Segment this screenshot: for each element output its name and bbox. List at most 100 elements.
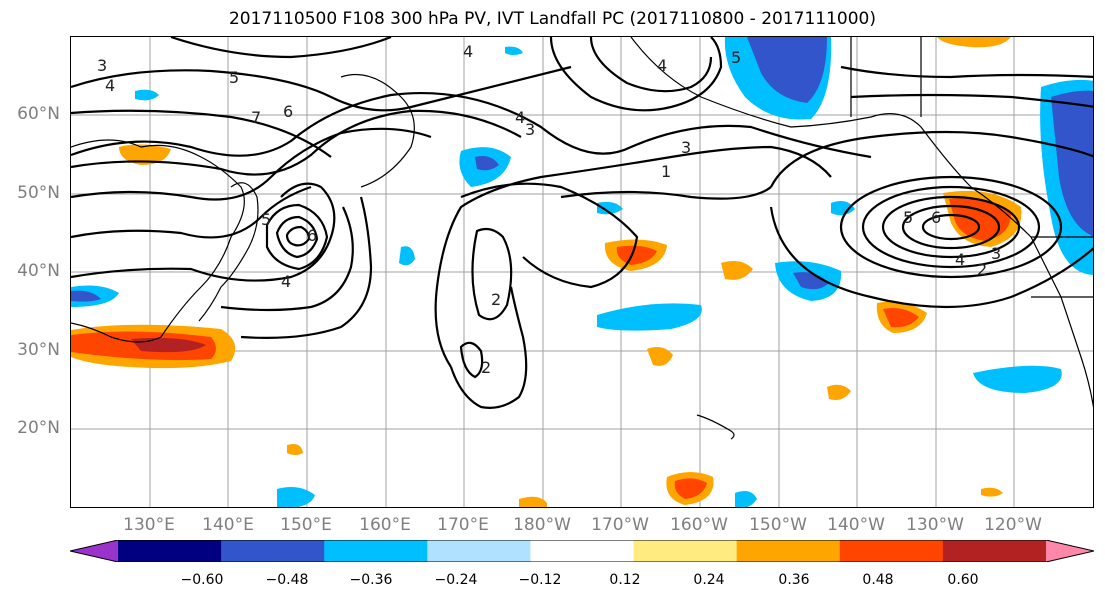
lat-label-60n: 60°N — [17, 104, 60, 124]
lat-label-50n: 50°N — [17, 183, 60, 203]
positive-anomaly — [616, 245, 657, 265]
positive-anomaly — [119, 144, 171, 165]
pv-contour — [71, 182, 336, 282]
negative-anomaly — [747, 37, 827, 103]
pv-contour — [265, 203, 329, 271]
colorbar-segments — [70, 540, 1094, 562]
pv-contour — [850, 93, 1093, 108]
lon-label-120w: 120°W — [984, 515, 1042, 535]
coastlines — [71, 37, 1093, 440]
pv-contour — [240, 196, 373, 339]
alaska-coast — [630, 37, 1093, 408]
colorbar — [70, 540, 1094, 562]
positive-anomaly — [883, 308, 919, 328]
lon-label-170e: 170°E — [437, 515, 489, 535]
colorbar-segment — [118, 540, 222, 562]
pv-contour — [471, 227, 513, 321]
pv-contour — [434, 145, 832, 368]
hawaii — [696, 414, 735, 440]
contour-label: 6 — [307, 226, 317, 245]
lon-label-140w: 140°W — [827, 515, 885, 535]
positive-anomaly — [287, 444, 303, 455]
map-title: 2017110500 F108 300 hPa PV, IVT Landfall… — [228, 9, 876, 29]
colorbar-tick: 0.12 — [609, 572, 641, 588]
contour-label: 7 — [251, 108, 261, 127]
positive-anomaly — [937, 37, 1011, 48]
pv-contour — [921, 213, 981, 241]
pv-contour — [71, 185, 312, 239]
contour-label: 3 — [681, 138, 691, 157]
pv-contour — [220, 206, 354, 312]
colorbar-segment — [633, 540, 738, 562]
contour-label: 4 — [463, 42, 473, 61]
pv-contour — [71, 127, 432, 201]
colorbar-tick: −0.12 — [518, 572, 562, 588]
colorbar-segment — [530, 540, 635, 562]
pv-contour — [589, 37, 713, 93]
negative-anomaly — [71, 290, 101, 302]
contour-label: 4 — [281, 272, 291, 291]
negative-anomaly — [135, 89, 159, 101]
negative-anomaly — [1051, 90, 1093, 237]
pv-contour — [170, 37, 392, 59]
positive-anomaly — [721, 261, 753, 280]
lon-label-150w: 150°W — [749, 515, 807, 535]
positive-anomaly — [519, 496, 547, 507]
colorbar-tick: 0.60 — [947, 572, 979, 588]
graticule — [71, 37, 1093, 507]
contour-label: 4 — [657, 56, 667, 75]
colorbar-segment — [324, 540, 428, 562]
lat-label-20n: 20°N — [17, 418, 60, 438]
kamchatka-coast — [340, 73, 415, 188]
colorbar-segment — [221, 540, 325, 562]
contour-label: 3 — [991, 244, 1001, 263]
lon-label-130e: 130°E — [123, 515, 175, 535]
negative-anomaly — [277, 487, 315, 507]
pv-contour — [769, 206, 1093, 309]
lat-label-30n: 30°N — [17, 340, 60, 360]
colorbar-tick: 0.48 — [862, 572, 894, 588]
pv-contour — [71, 109, 332, 158]
lon-label-160w: 160°W — [670, 515, 728, 535]
pv-contour — [901, 204, 1001, 250]
colorbar-extend-high — [1046, 540, 1094, 562]
pv-contour — [459, 341, 484, 379]
positive-anomaly — [981, 487, 1003, 497]
contour-label: 2 — [491, 290, 501, 309]
negative-anomaly — [793, 272, 829, 290]
pv-contour — [460, 182, 639, 289]
contour-label: 2 — [977, 260, 987, 279]
contour-labels: 3 4 5 4 7 6 5 6 4 4 4 3 5 3 1 2 2 5 6 4 … — [97, 42, 1001, 377]
contour-label: 1 — [661, 162, 671, 181]
lon-label-170w: 170°W — [591, 515, 649, 535]
pv-contour — [71, 65, 572, 112]
pv-contour — [71, 109, 522, 176]
asia-coast — [71, 139, 245, 343]
colorbar-tick: −0.24 — [434, 572, 478, 588]
negative-anomaly — [735, 491, 757, 507]
contour-label: 4 — [955, 250, 965, 269]
contour-label: 5 — [261, 210, 271, 229]
pv-contour — [560, 186, 772, 200]
colorbar-segment — [427, 540, 531, 562]
contour-label: 2 — [481, 358, 491, 377]
contour-label: 5 — [229, 68, 239, 87]
negative-anomaly — [399, 246, 415, 266]
pv-contour — [840, 65, 1093, 79]
negative-anomaly — [973, 365, 1062, 393]
pv-contour — [449, 286, 528, 409]
pv-contours — [71, 37, 1093, 409]
negative-anomaly — [597, 303, 702, 331]
positive-anomaly — [674, 478, 707, 499]
pv-contour — [285, 225, 311, 247]
negative-anomaly — [475, 156, 499, 171]
positive-anomaly — [949, 197, 1011, 241]
lon-label-150e: 150°E — [280, 515, 332, 535]
map-canvas: 3 4 5 4 7 6 5 6 4 4 4 3 5 3 1 2 2 5 6 4 … — [71, 37, 1093, 507]
contour-label: 5 — [731, 48, 741, 67]
contour-label: 6 — [283, 102, 293, 121]
pv-contour — [71, 92, 872, 159]
map-panel: 3 4 5 4 7 6 5 6 4 4 4 3 5 3 1 2 2 5 6 4 … — [70, 36, 1094, 508]
colorbar-tick: −0.36 — [349, 572, 393, 588]
colorbar-segment — [839, 540, 944, 562]
